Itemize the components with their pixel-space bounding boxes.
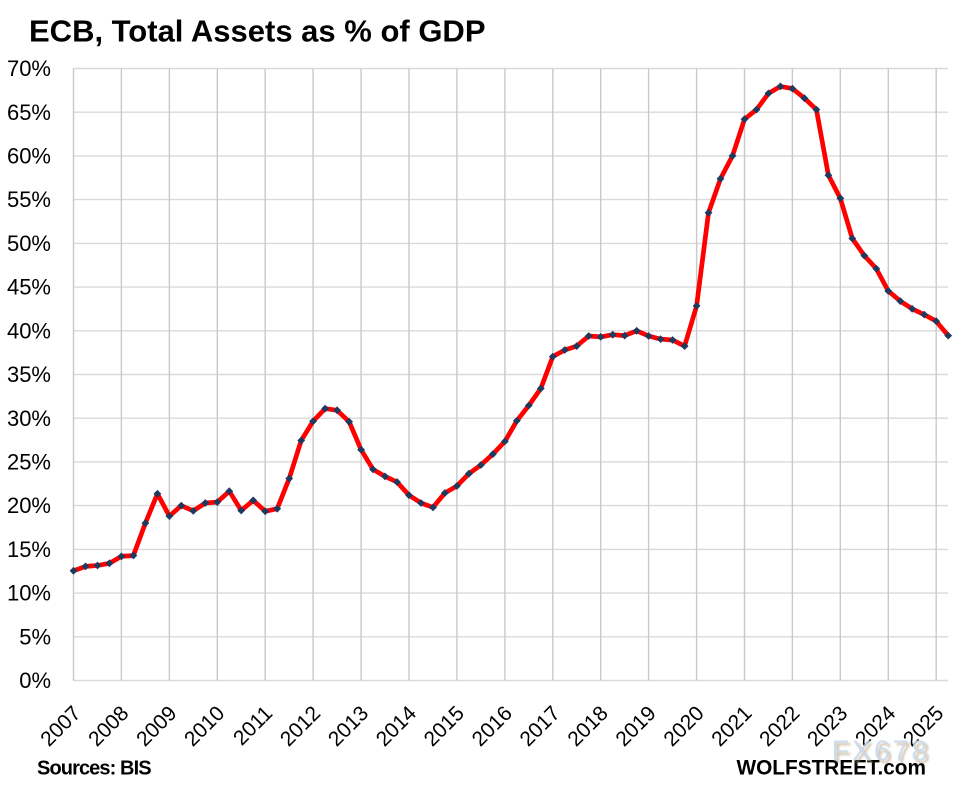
svg-text:FX678: FX678 [834, 738, 933, 770]
svg-text:5%: 5% [19, 624, 51, 649]
svg-text:Sources: BIS: Sources: BIS [37, 758, 151, 780]
svg-text:60%: 60% [7, 144, 51, 169]
svg-text:25%: 25% [7, 450, 51, 475]
svg-text:WOLFSTREET.com: WOLFSTREET.com [737, 757, 927, 780]
svg-text:ECB, Total Assets as % of GDP: ECB, Total Assets as % of GDP [29, 14, 486, 49]
svg-text:55%: 55% [7, 187, 51, 212]
svg-text:45%: 45% [7, 275, 51, 300]
svg-text:40%: 40% [7, 318, 51, 343]
svg-text:10%: 10% [7, 581, 51, 606]
svg-text:0%: 0% [19, 668, 51, 693]
svg-text:20%: 20% [7, 493, 51, 518]
svg-text:65%: 65% [7, 100, 51, 125]
svg-text:30%: 30% [7, 406, 51, 431]
svg-text:50%: 50% [7, 231, 51, 256]
svg-text:15%: 15% [7, 537, 51, 562]
svg-text:35%: 35% [7, 362, 51, 387]
svg-text:70%: 70% [7, 56, 51, 81]
svg-text:FX678: FX678 [832, 736, 931, 768]
